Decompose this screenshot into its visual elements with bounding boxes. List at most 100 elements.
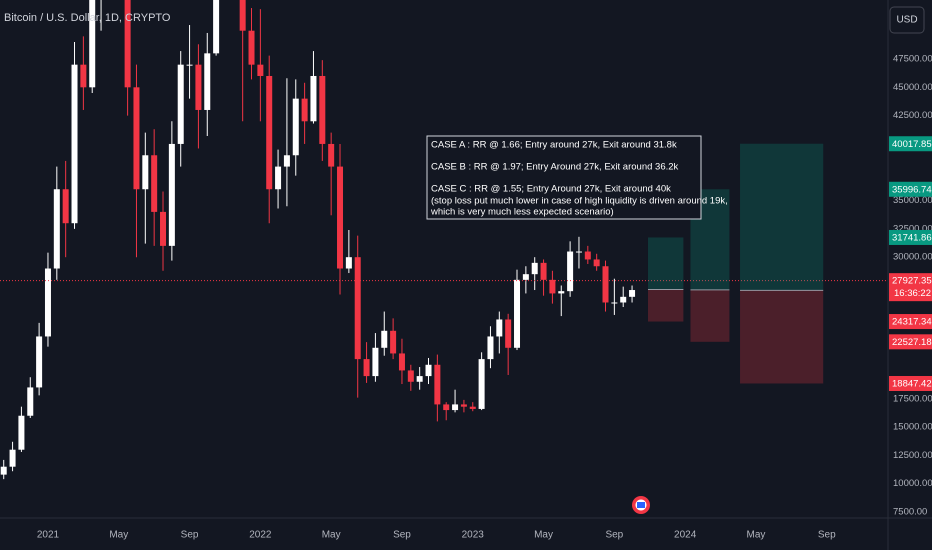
candle-body (593, 259, 600, 267)
candle-body (204, 53, 211, 110)
candle-body (407, 370, 414, 382)
candle-body (487, 336, 494, 360)
y-tick-label: 12500.00 (893, 450, 932, 461)
annotation-text: CASE C : RR @ 1.55; Entry Around 27k, Ex… (431, 184, 671, 195)
candle-body (9, 449, 16, 467)
candle-body (257, 64, 264, 76)
price-label-box (889, 334, 932, 350)
candle-body (505, 319, 512, 348)
candle-body (44, 268, 51, 337)
candle-body (124, 0, 131, 88)
candle-body (602, 266, 609, 303)
candle-body (301, 98, 308, 122)
x-tick-label: 2022 (249, 530, 272, 541)
candle-body (363, 359, 370, 377)
profit-zone (740, 143, 824, 291)
candle-body (381, 330, 388, 348)
y-tick-label: 15000.00 (893, 422, 932, 433)
candle-body (177, 64, 184, 144)
candle-body (266, 75, 273, 190)
y-tick-label: 30000.00 (893, 252, 932, 263)
x-tick-label: Sep (605, 530, 623, 541)
chart-title: Bitcoin / U.S. Dollar, 1D, CRYPTO (4, 12, 171, 24)
x-tick-label: May (747, 530, 766, 541)
price-label: 24317.34 (892, 317, 932, 328)
candle-body (452, 404, 459, 411)
profit-zone (647, 237, 684, 290)
candle-body (168, 143, 175, 246)
candle-body (416, 376, 423, 382)
candle-body (425, 364, 432, 377)
current-price-label: 27927.35 (892, 276, 932, 287)
candle-body (27, 387, 34, 416)
y-tick-label: 35000.00 (893, 195, 932, 206)
candle-body (71, 64, 78, 224)
price-label-box (889, 314, 932, 330)
candle-body (514, 279, 521, 348)
candle-body (239, 0, 246, 31)
y-tick-label: 7500.00 (893, 507, 927, 518)
candle-body (328, 143, 335, 167)
x-tick-label: Sep (393, 530, 411, 541)
candle-body (629, 290, 636, 297)
candle-body (195, 64, 202, 110)
candle-body (584, 251, 591, 260)
candle-body (62, 189, 69, 224)
candle-body (549, 279, 556, 294)
y-tick-label: 17500.00 (893, 393, 932, 404)
y-tick-label: 42500.00 (893, 110, 932, 121)
annotation-text: CASE B : RR @ 1.97; Entry Around 27k, Ex… (431, 162, 679, 173)
candle-body (496, 319, 503, 337)
countdown-label: 16:36:22 (894, 288, 931, 299)
y-tick-label: 10000.00 (893, 478, 932, 489)
x-tick-label: 2024 (674, 530, 697, 541)
candle-body (292, 98, 299, 156)
flag-icon[interactable] (632, 496, 650, 514)
candle-body (611, 302, 618, 304)
candle-body (319, 75, 326, 144)
x-tick-label: 2021 (37, 530, 60, 541)
currency-label[interactable]: USD (896, 15, 917, 26)
candle-body (186, 64, 193, 66)
annotation-text: which is very much less expected scenari… (430, 207, 614, 218)
price-label: 31741.86 (892, 232, 932, 243)
candle-body (213, 0, 220, 54)
y-tick-label: 45000.00 (893, 82, 932, 93)
y-tick-label: 47500.00 (893, 54, 932, 65)
candle-body (531, 262, 538, 275)
currency-button[interactable] (889, 6, 925, 34)
stop-zone (740, 290, 824, 384)
candle-body (522, 274, 529, 280)
x-tick-label: May (322, 530, 341, 541)
candle-body (390, 330, 397, 354)
stop-zone (690, 289, 730, 342)
candle-body (460, 404, 467, 407)
price-label-box (889, 136, 932, 152)
plot-area (0, 0, 888, 480)
y-tick-label: 32500.00 (893, 223, 932, 234)
candle-body (18, 415, 25, 450)
candle-body (620, 296, 627, 303)
candle-body (345, 257, 352, 269)
price-label: 35996.74 (892, 184, 932, 195)
current-price-box (889, 273, 932, 302)
candle-body (558, 291, 565, 294)
price-label: 18847.42 (892, 379, 932, 390)
annotation-text: (stop loss put much lower in case of hig… (431, 196, 728, 207)
candle-body (575, 251, 582, 253)
stop-zone (647, 289, 684, 322)
candle-body (53, 189, 60, 269)
candle-body (160, 211, 167, 246)
candle-body (0, 466, 7, 475)
candle-body (469, 406, 476, 409)
candle-body (337, 166, 344, 269)
candle-body (478, 359, 485, 409)
x-tick-label: Sep (181, 530, 199, 541)
price-label-box (889, 229, 932, 245)
x-tick-label: 2023 (462, 530, 485, 541)
price-label: 22527.18 (892, 337, 932, 348)
x-tick-label: May (534, 530, 553, 541)
candle-body (89, 0, 96, 88)
